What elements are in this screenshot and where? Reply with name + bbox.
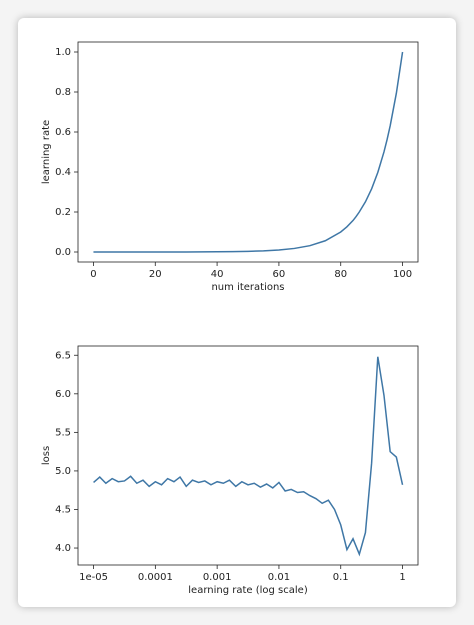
x-tick-label: 0.001 — [203, 572, 232, 583]
x-tick-label: 20 — [149, 269, 162, 280]
axes-frame — [77, 345, 419, 566]
card — [18, 18, 456, 607]
y-axis-label: learning rate — [41, 120, 52, 184]
x-axis-label: learning rate (log scale) — [188, 585, 308, 596]
y-tick-label: 4.0 — [55, 543, 71, 554]
x-tick-label: 1 — [399, 572, 405, 583]
y-axis-label: loss — [41, 446, 52, 465]
y-tick-label: 6.0 — [55, 389, 71, 400]
y-tick-label: 0.0 — [55, 247, 71, 258]
y-tick-label: 6.5 — [55, 350, 71, 361]
y-tick-label: 5.0 — [55, 466, 71, 477]
x-tick-label: 80 — [334, 269, 347, 280]
y-tick-label: 0.8 — [55, 87, 71, 98]
y-tick-label: 1.0 — [55, 47, 71, 58]
x-axis-label: num iterations — [211, 282, 284, 293]
x-tick-label: 40 — [211, 269, 224, 280]
y-tick-label: 5.5 — [55, 427, 71, 438]
y-tick-label: 0.6 — [55, 127, 71, 138]
data-line — [93, 356, 404, 557]
axes-frame — [77, 41, 419, 263]
x-tick-label: 100 — [393, 269, 412, 280]
x-tick-label: 1e-05 — [79, 572, 108, 583]
x-tick-label: 0.1 — [333, 572, 349, 583]
x-tick-label: 60 — [273, 269, 286, 280]
x-tick-label: 0 — [90, 269, 96, 280]
x-tick-label: 0.01 — [268, 572, 290, 583]
x-tick-label: 0.0001 — [138, 572, 173, 583]
y-tick-label: 0.4 — [55, 167, 71, 178]
data-line — [93, 51, 404, 253]
y-tick-label: 0.2 — [55, 207, 71, 218]
y-tick-label: 4.5 — [55, 504, 71, 515]
